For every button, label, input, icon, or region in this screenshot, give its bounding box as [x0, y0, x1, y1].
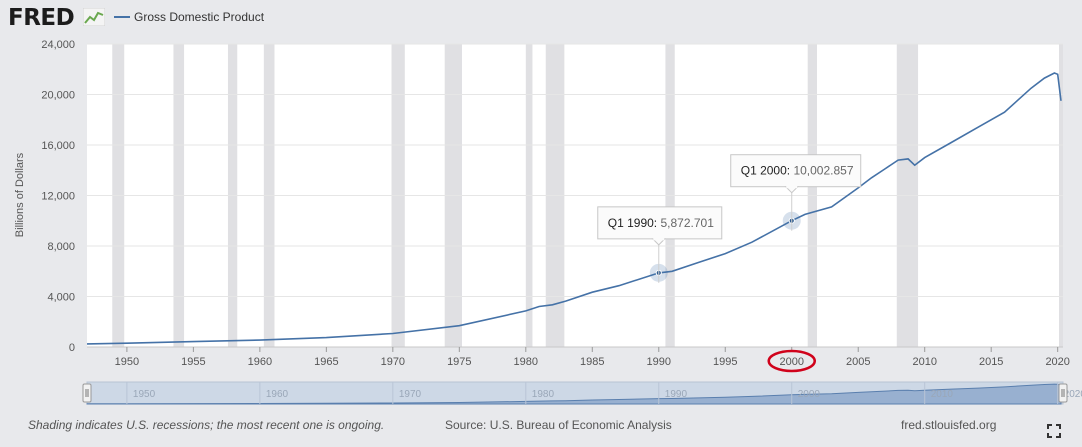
x-tick-label: 2000	[779, 356, 803, 368]
navigator-label: 1960	[266, 389, 289, 400]
navigator-label: 2010	[931, 389, 954, 400]
source-note: Source: U.S. Bureau of Economic Analysis	[445, 418, 672, 432]
range-navigator[interactable]: 1950 1960 1970 1980 1990 2000 2010 2020	[82, 381, 1082, 405]
tooltip-annotations: Q1 1990: 5,872.701 Q1 2000: 10,002.857	[597, 154, 862, 283]
x-tick-label: 1980	[514, 356, 538, 368]
navigator-handle-right[interactable]	[1058, 383, 1068, 403]
fred-url-link[interactable]: fred.stlouisfed.org	[901, 418, 997, 432]
chart-header: FRED Gross Domestic Product	[0, 0, 1082, 38]
x-tick-label: 1995	[713, 356, 737, 368]
tooltip-text: Q1 2000: 10,002.857	[741, 164, 854, 178]
x-tick-label: 1960	[248, 356, 272, 368]
tooltip-text: Q1 1990: 5,872.701	[608, 216, 714, 230]
x-tick-label: 1950	[115, 356, 139, 368]
y-tick-label: 24,000	[41, 39, 75, 51]
series-line-gdp[interactable]	[86, 72, 1062, 345]
y-tick-label: 4,000	[47, 292, 75, 304]
x-tick-label: 1975	[447, 356, 471, 368]
navigator-label: 1980	[532, 389, 555, 400]
y-axis-ticks: 0 4,000 8,000 12,000 16,000 20,000 24,000	[41, 39, 75, 354]
tooltip-pointer-mask	[653, 237, 665, 241]
x-tick-label: 2010	[912, 356, 936, 368]
x-tick-label: 1955	[181, 356, 205, 368]
fullscreen-icon[interactable]	[1047, 424, 1061, 438]
y-axis-label: Billions of Dollars	[14, 152, 26, 237]
navigator-label: 1990	[665, 389, 688, 400]
x-axis-ticks: 1950 1955 1960 1965 1970 1975 1980 1985 1990 1995…	[115, 347, 1070, 368]
y-tick-label: 8,000	[47, 241, 75, 253]
chart-footer: Shading indicates U.S. recessions; the m…	[0, 412, 1082, 447]
highlighted-tick-circle	[767, 349, 816, 373]
line-chart-icon	[83, 8, 105, 26]
y-tick-label: 12,000	[41, 191, 75, 203]
legend-line-swatch	[114, 16, 130, 18]
legend-series-label[interactable]: Gross Domestic Product	[134, 10, 265, 24]
tooltip-box	[597, 206, 723, 240]
y-tick-label: 20,000	[41, 90, 75, 102]
x-tick-label: 1985	[580, 356, 604, 368]
x-tick-label: 1970	[381, 356, 405, 368]
gdp-line-chart: 0 4,000 8,000 12,000 16,000 20,000 24,000 Bill…	[14, 39, 1082, 405]
y-tick-label: 0	[69, 342, 75, 354]
navigator-label: 2020	[1064, 389, 1082, 400]
fred-logo[interactable]: FRED	[8, 5, 75, 31]
navigator-label: 1950	[133, 389, 156, 400]
navigator-label: 2000	[798, 389, 821, 400]
navigator-label: 1970	[399, 389, 422, 400]
x-tick-label: 2015	[979, 356, 1003, 368]
tooltip-pointer-mask	[786, 185, 798, 189]
highlight-circle	[767, 349, 816, 373]
x-tick-label: 1990	[647, 356, 671, 368]
x-tick-label: 1965	[314, 356, 338, 368]
grid-lines	[87, 43, 1063, 348]
tooltip-box	[730, 154, 862, 188]
y-tick-label: 16,000	[41, 140, 75, 152]
navigator-handle-left[interactable]	[82, 383, 92, 403]
x-tick-label: 2005	[846, 356, 870, 368]
shading-note: Shading indicates U.S. recessions; the m…	[28, 418, 385, 432]
x-tick-label: 2020	[1045, 356, 1069, 368]
